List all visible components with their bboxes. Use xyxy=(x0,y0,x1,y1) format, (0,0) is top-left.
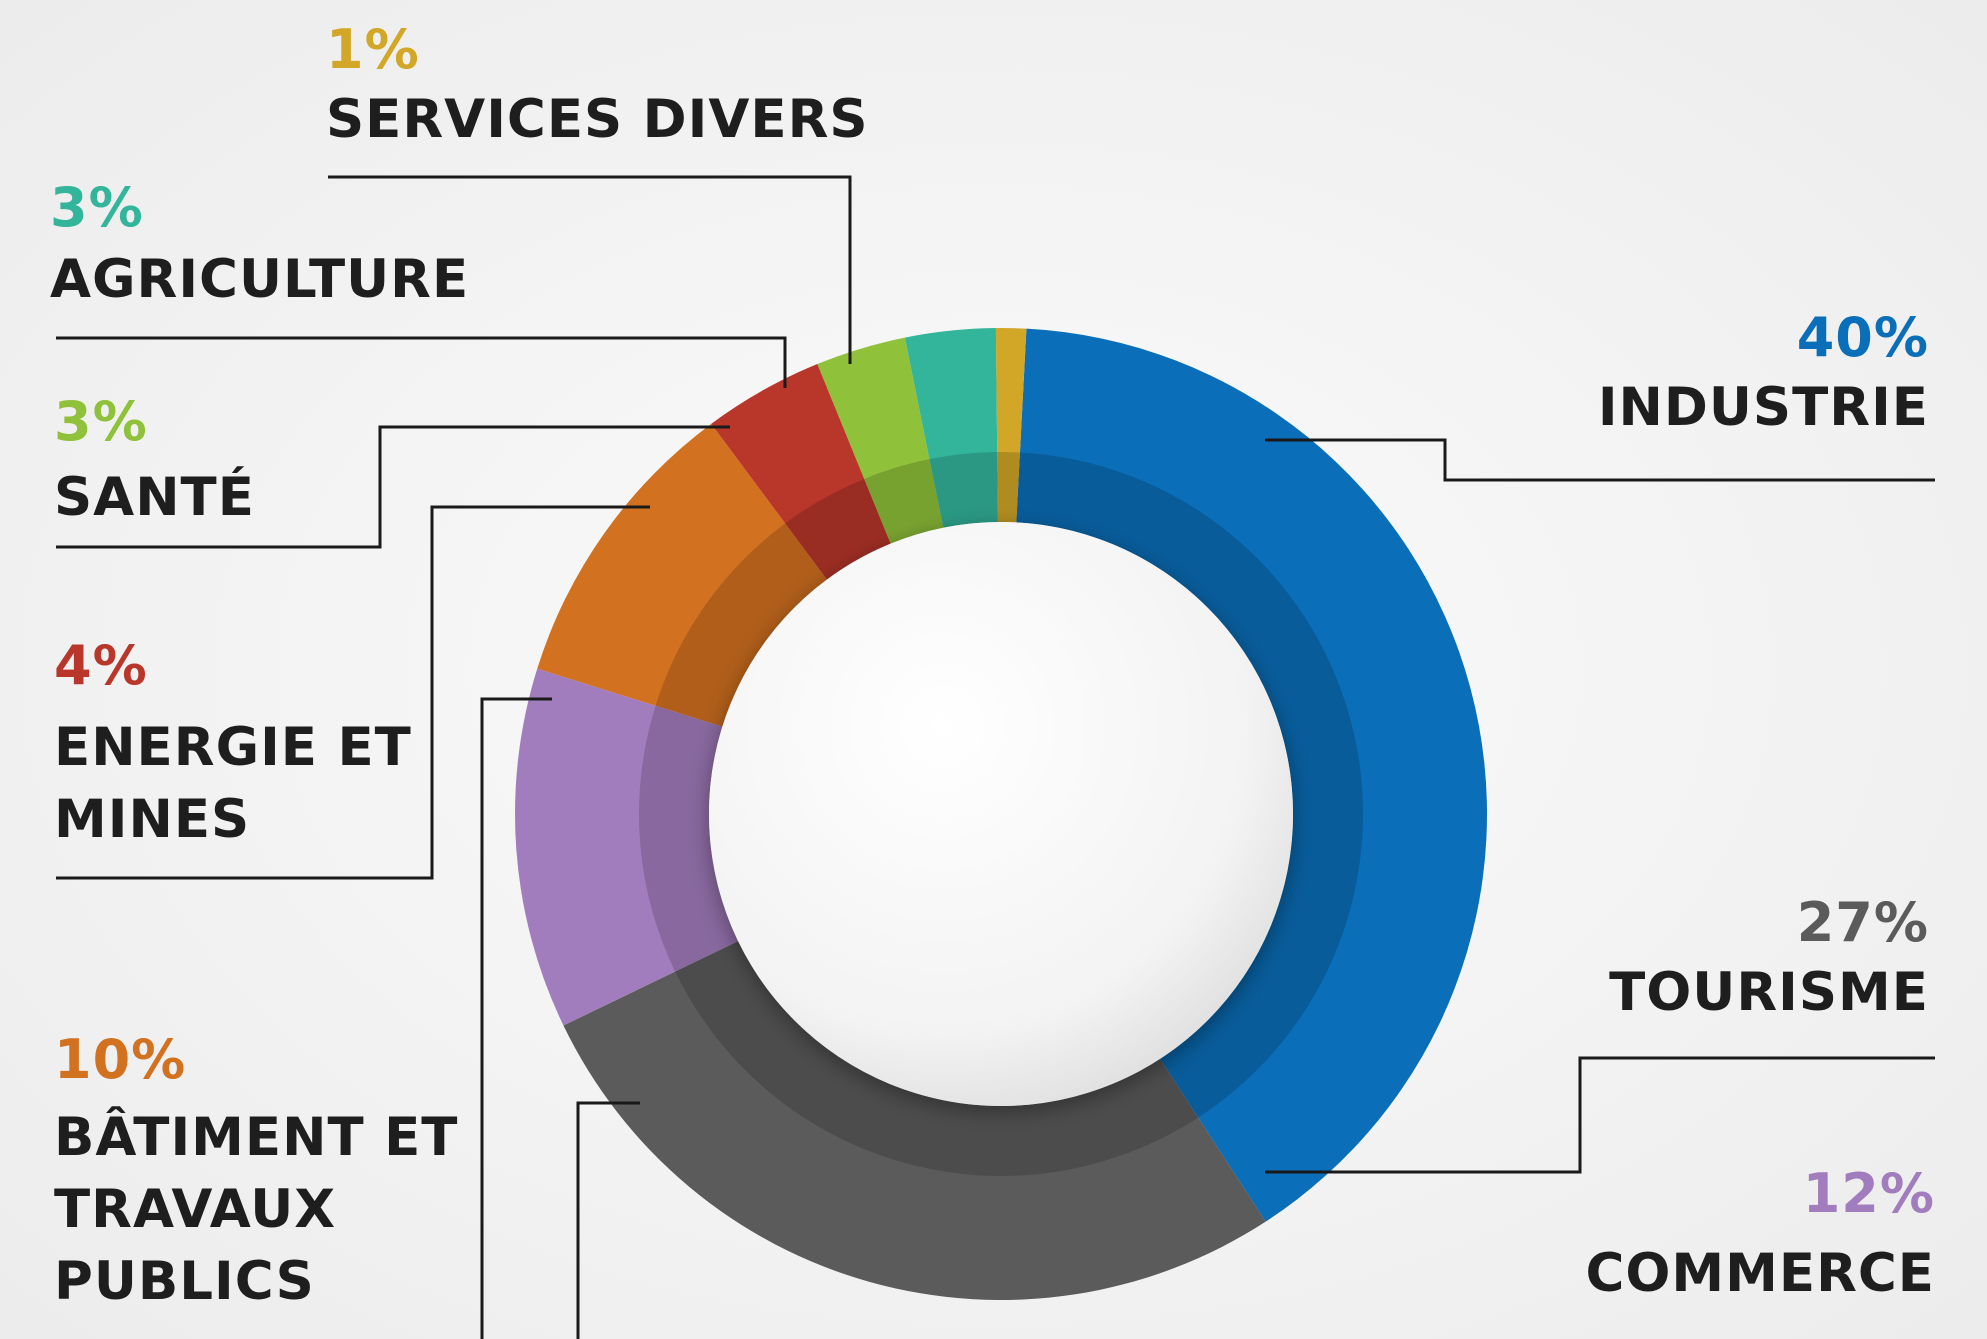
slice-shade-commerce xyxy=(639,705,739,972)
slice-energie-et-mines xyxy=(711,364,891,580)
pct-batiment: 10% xyxy=(54,1028,187,1091)
slice-shade-energie-et-mines xyxy=(785,478,891,580)
label-energie: 4% ENERGIE ET MINES xyxy=(54,636,412,856)
name-batiment-line3: PUBLICS xyxy=(54,1251,315,1312)
leader-line-batiment xyxy=(480,697,552,1339)
slice-sante xyxy=(817,337,944,544)
slice-shade-agriculture xyxy=(929,452,998,528)
leader-line-agriculture xyxy=(56,336,787,388)
donut-center xyxy=(709,522,1293,1106)
pct-services: 1% xyxy=(326,18,420,81)
slice-industrie xyxy=(1016,328,1487,1222)
name-energie-line1: ENERGIE ET xyxy=(54,717,412,778)
pct-industrie: 40% xyxy=(1796,306,1929,369)
pct-energie: 4% xyxy=(54,634,148,697)
leader-line-industrie xyxy=(1265,438,1935,482)
slice-shade-sante xyxy=(864,459,944,544)
slice-shade-batiment-et-travaux-publics xyxy=(655,523,827,727)
name-sante: SANTÉ xyxy=(54,467,255,528)
label-tourisme: 27% TOURISME xyxy=(1609,893,1929,1029)
label-agriculture: 3% AGRICULTURE xyxy=(50,178,469,316)
leader-line-energie xyxy=(56,505,650,880)
label-batiment: 10% BÂTIMENT ET TRAVAUX PUBLICS xyxy=(54,1030,458,1318)
slice-commerce xyxy=(515,668,739,1026)
pct-tourisme: 27% xyxy=(1796,891,1929,954)
slice-shade-industrie xyxy=(1016,452,1364,1118)
label-commerce: 12% COMMERCE xyxy=(1585,1164,1935,1310)
label-services: 1% SERVICES DIVERS xyxy=(326,20,869,156)
name-industrie: INDUSTRIE xyxy=(1597,377,1929,438)
slice-batiment-et-travaux-publics xyxy=(537,423,827,727)
slice-services-divers xyxy=(995,327,1027,523)
name-agriculture: AGRICULTURE xyxy=(50,249,470,310)
name-energie-line2: MINES xyxy=(54,789,251,850)
label-sante: 3% SANTÉ xyxy=(54,392,255,534)
slice-tourisme xyxy=(563,941,1266,1300)
name-tourisme: TOURISME xyxy=(1609,962,1929,1023)
leader-lines xyxy=(56,175,1935,1339)
name-services: SERVICES DIVERS xyxy=(326,89,869,150)
leader-line-services xyxy=(328,175,852,364)
pct-agriculture: 3% xyxy=(50,176,144,239)
slices-group xyxy=(515,327,1487,1300)
slice-shade-tourisme xyxy=(675,941,1199,1176)
name-batiment-line1: BÂTIMENT ET xyxy=(54,1107,459,1168)
slice-shade-services-divers xyxy=(997,452,1020,523)
name-commerce: COMMERCE xyxy=(1585,1243,1935,1304)
pct-commerce: 12% xyxy=(1802,1162,1935,1225)
leader-line-sante xyxy=(56,425,730,549)
slice-agriculture xyxy=(904,328,998,528)
label-industrie: 40% INDUSTRIE xyxy=(1598,308,1929,444)
name-batiment-line2: TRAVAUX xyxy=(54,1179,337,1240)
inner-ring-shade xyxy=(639,452,1364,1176)
leader-line-tourisme xyxy=(1265,1056,1935,1174)
pct-sante: 3% xyxy=(54,390,148,453)
leader-line-commerce xyxy=(576,1101,640,1339)
